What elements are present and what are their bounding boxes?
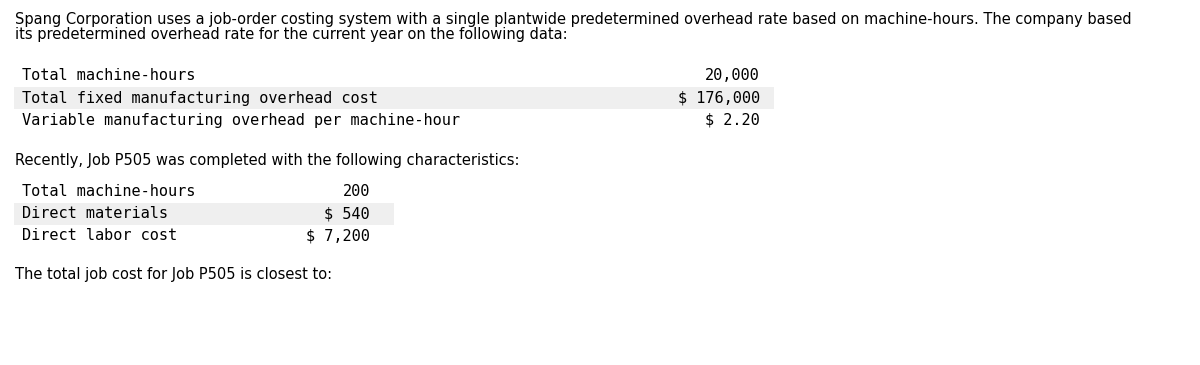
FancyBboxPatch shape bbox=[14, 87, 774, 109]
Text: $ 7,200: $ 7,200 bbox=[306, 228, 370, 243]
Text: Total fixed manufacturing overhead cost: Total fixed manufacturing overhead cost bbox=[22, 91, 378, 105]
Text: Spang Corporation uses a job-order costing system with a single plantwide predet: Spang Corporation uses a job-order costi… bbox=[14, 12, 1132, 27]
Text: $ 176,000: $ 176,000 bbox=[678, 91, 760, 105]
Text: $ 2.20: $ 2.20 bbox=[706, 112, 760, 127]
Text: $ 540: $ 540 bbox=[324, 207, 370, 222]
FancyBboxPatch shape bbox=[14, 203, 394, 225]
Text: Total machine-hours: Total machine-hours bbox=[22, 184, 196, 200]
Text: Variable manufacturing overhead per machine-hour: Variable manufacturing overhead per mach… bbox=[22, 112, 460, 127]
Text: 200: 200 bbox=[343, 184, 370, 200]
Text: The total job cost for Job P505 is closest to:: The total job cost for Job P505 is close… bbox=[14, 267, 332, 282]
Text: Direct materials: Direct materials bbox=[22, 207, 168, 222]
Text: Direct labor cost: Direct labor cost bbox=[22, 228, 178, 243]
Text: its predetermined overhead rate for the current year on the following data:: its predetermined overhead rate for the … bbox=[14, 27, 568, 42]
Text: Recently, Job P505 was completed with the following characteristics:: Recently, Job P505 was completed with th… bbox=[14, 153, 520, 168]
Text: 20,000: 20,000 bbox=[706, 69, 760, 84]
Text: Total machine-hours: Total machine-hours bbox=[22, 69, 196, 84]
